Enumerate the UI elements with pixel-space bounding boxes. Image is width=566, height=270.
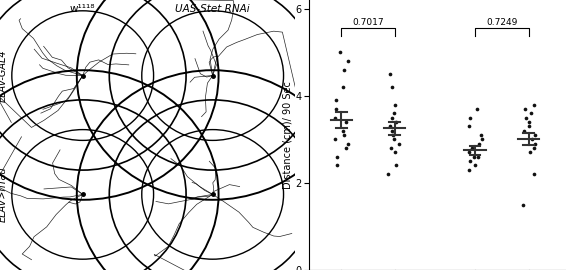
Point [525, 150, 534, 155]
Point [343, 59, 352, 63]
Point [386, 72, 395, 76]
Point [465, 150, 474, 155]
Point [530, 133, 539, 137]
Point [528, 137, 537, 141]
Point [333, 155, 342, 159]
Point [388, 133, 397, 137]
Point [389, 111, 398, 115]
Point [391, 150, 400, 155]
Point [340, 68, 349, 72]
Point [465, 124, 474, 129]
Text: 0.7249: 0.7249 [486, 18, 517, 26]
Point [468, 146, 477, 150]
Point [343, 141, 352, 146]
Point [384, 172, 393, 176]
Text: ELAV-GAL4: ELAV-GAL4 [0, 49, 8, 102]
Point [530, 146, 539, 150]
Point [518, 202, 528, 207]
Point [341, 146, 350, 150]
Text: ELAV>hTau: ELAV>hTau [0, 167, 8, 222]
Point [391, 102, 400, 107]
Point [332, 98, 341, 102]
Point [466, 115, 475, 120]
Point [530, 172, 539, 176]
Point [525, 124, 534, 129]
Point [477, 133, 486, 137]
Text: UAS-Stet RNAi: UAS-Stet RNAi [175, 4, 250, 14]
Point [388, 85, 397, 89]
Point [524, 120, 533, 124]
Point [387, 115, 396, 120]
Point [335, 50, 344, 55]
Point [521, 107, 530, 111]
Point [330, 137, 339, 141]
Point [472, 107, 481, 111]
Point [338, 129, 347, 133]
Point [331, 115, 340, 120]
Point [475, 141, 484, 146]
Point [385, 124, 395, 129]
Point [464, 168, 473, 172]
Point [394, 141, 403, 146]
Point [470, 163, 479, 168]
Point [520, 129, 529, 133]
Point [477, 137, 486, 141]
Point [386, 146, 395, 150]
Point [342, 120, 351, 124]
Point [392, 120, 401, 124]
Point [338, 85, 347, 89]
Point [332, 163, 341, 168]
Point [389, 137, 398, 141]
Point [526, 111, 535, 115]
Point [521, 115, 530, 120]
Point [392, 163, 401, 168]
Point [332, 107, 341, 111]
Point [465, 159, 474, 163]
Y-axis label: Distance (cm)/ 90 Sec: Distance (cm)/ 90 Sec [282, 81, 293, 189]
Point [387, 129, 396, 133]
Text: 0.7017: 0.7017 [352, 18, 384, 26]
Point [340, 133, 349, 137]
Point [470, 155, 479, 159]
Point [473, 155, 482, 159]
Point [530, 102, 539, 107]
Text: w¹¹¹⁸: w¹¹¹⁸ [70, 4, 96, 14]
Point [530, 141, 539, 146]
